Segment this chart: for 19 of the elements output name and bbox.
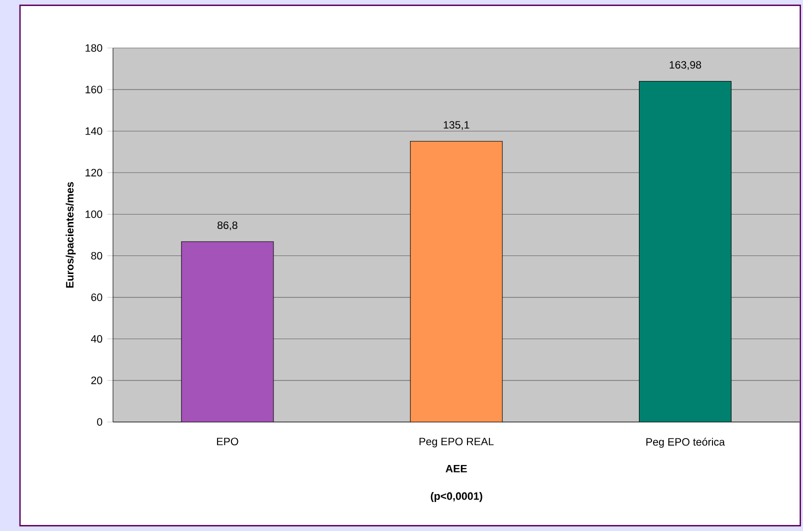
y-axis-title: Euros/pacientes/mes	[66, 182, 76, 288]
data-label: 135,1	[444, 121, 470, 130]
y-tick-label: 120	[86, 168, 102, 176]
y-tick-label: 100	[86, 210, 102, 218]
y-tick-label: 60	[91, 294, 102, 302]
text: (p<0,0001)	[430, 492, 482, 502]
y-tick-label: 160	[86, 86, 102, 94]
y-tick-label: 20	[91, 376, 102, 384]
y-tick-label: 180	[86, 44, 102, 52]
data-label: 163,98	[670, 61, 702, 70]
data-label: 86,8	[218, 221, 238, 230]
x-tick-label: Peg EPO teórica	[646, 438, 725, 448]
x-tick-label: Peg EPO REAL	[420, 438, 494, 448]
y-tick-label: 140	[86, 127, 102, 135]
x-axis-title: AEE	[446, 464, 467, 472]
y-tick-label: 0	[97, 418, 102, 426]
y-tick-label: 80	[91, 252, 102, 260]
y-tick-label: 40	[90, 335, 102, 343]
x-tick-label: EPO	[217, 438, 238, 446]
